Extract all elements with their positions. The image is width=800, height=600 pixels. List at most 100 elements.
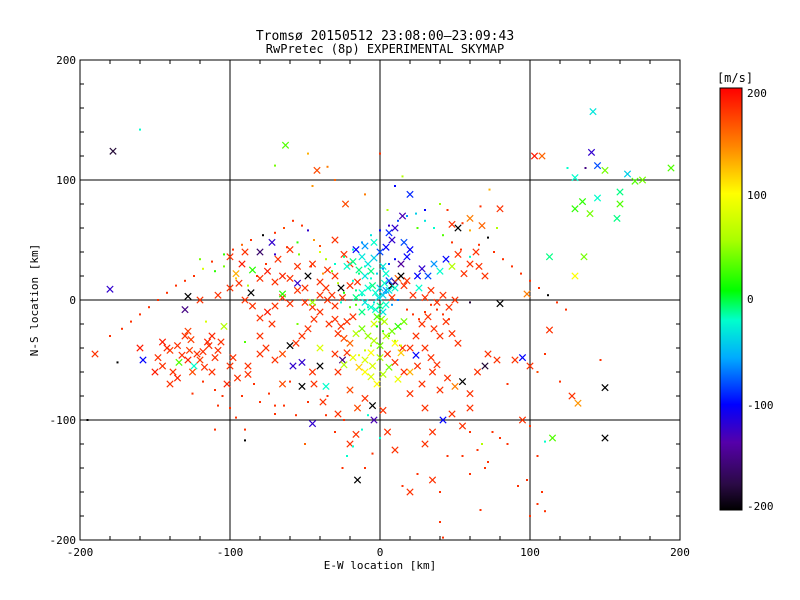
- data-point-x-marker: [406, 389, 414, 398]
- data-point-dot: [484, 467, 486, 469]
- data-point-x-marker: [166, 380, 174, 388]
- data-point-x-marker: [173, 374, 182, 382]
- data-point-x-marker: [380, 279, 389, 287]
- data-point-x-marker: [187, 335, 195, 344]
- data-point-dot: [313, 239, 315, 241]
- data-point-x-marker: [538, 152, 546, 160]
- data-point-x-marker: [400, 238, 408, 247]
- data-point-dot: [191, 392, 194, 395]
- data-point-dot: [448, 318, 450, 321]
- data-point-dot: [491, 431, 494, 433]
- data-point-dot: [364, 265, 366, 268]
- data-point-x-marker: [226, 362, 234, 370]
- data-point-dot: [493, 251, 495, 253]
- data-point-dot: [479, 509, 482, 511]
- data-point-x-marker: [334, 329, 342, 338]
- data-point-dot: [274, 413, 276, 415]
- data-point-dot: [343, 255, 345, 258]
- data-point-x-marker: [256, 314, 264, 322]
- data-point-x-marker: [406, 488, 414, 496]
- data-point-x-marker: [415, 284, 423, 292]
- data-point-dot: [346, 455, 348, 457]
- data-point-x-marker: [496, 299, 504, 308]
- data-point-x-marker: [394, 322, 402, 331]
- data-point-x-marker: [443, 374, 452, 382]
- data-point-dot: [307, 229, 309, 232]
- data-point-x-marker: [352, 245, 360, 254]
- data-point-x-marker: [331, 350, 339, 358]
- data-point-x-marker: [226, 253, 234, 261]
- data-point-dot: [401, 485, 404, 487]
- data-point-dot: [584, 167, 587, 169]
- data-point-x-marker: [376, 302, 384, 310]
- data-point-x-marker: [382, 301, 390, 309]
- data-point-dot: [388, 263, 390, 265]
- data-point-dot: [358, 272, 360, 275]
- data-point-x-marker: [235, 279, 243, 287]
- data-point-x-marker: [151, 368, 159, 376]
- data-point-dot: [268, 392, 270, 395]
- data-point-dot: [343, 419, 345, 421]
- data-point-x-marker: [428, 428, 437, 436]
- data-point-dot: [416, 227, 419, 229]
- data-point-x-marker: [571, 173, 579, 182]
- data-point-x-marker: [418, 320, 426, 328]
- data-point-x-marker: [448, 220, 456, 229]
- data-point-x-marker: [376, 341, 384, 350]
- data-point-x-marker: [371, 305, 380, 314]
- data-point-x-marker: [322, 284, 330, 292]
- data-point-x-marker: [229, 353, 237, 362]
- data-point-dot: [416, 473, 419, 475]
- data-point-x-marker: [587, 148, 596, 157]
- data-point-dot: [394, 339, 396, 342]
- data-point-x-marker: [388, 327, 396, 335]
- data-point-x-marker: [346, 339, 354, 347]
- data-point-dot: [262, 234, 264, 237]
- data-point-x-marker: [496, 205, 504, 213]
- data-point-x-marker: [574, 399, 582, 407]
- data-point-x-marker: [214, 291, 222, 299]
- x-axis-label: E-W location [km]: [324, 559, 437, 572]
- data-point-x-marker: [278, 290, 287, 298]
- data-point-dot: [415, 212, 417, 215]
- y-tick-label: 200: [56, 54, 76, 67]
- data-point-dot: [394, 258, 396, 261]
- data-point-x-marker: [418, 265, 426, 273]
- data-point-x-marker: [316, 291, 324, 299]
- data-point-x-marker: [586, 209, 594, 218]
- data-point-dot: [166, 291, 168, 294]
- data-point-dot: [202, 267, 204, 270]
- data-point-dot: [139, 313, 141, 316]
- data-point-dot: [221, 395, 224, 397]
- data-point-dot: [496, 227, 498, 229]
- data-point-x-marker: [418, 380, 426, 388]
- data-point-x-marker: [667, 164, 675, 172]
- data-point-dot: [358, 354, 360, 357]
- data-point-x-marker: [545, 326, 554, 334]
- data-point-x-marker: [263, 267, 272, 275]
- data-point-x-marker: [370, 337, 378, 345]
- data-point-dot: [469, 229, 471, 232]
- data-point-dot: [397, 219, 399, 222]
- data-point-x-marker: [406, 368, 414, 376]
- data-point-dot: [250, 239, 252, 241]
- data-point-x-marker: [385, 277, 393, 285]
- data-point-x-marker: [361, 242, 369, 250]
- data-point-x-marker: [451, 296, 459, 304]
- data-point-x-marker: [382, 269, 390, 278]
- data-point-x-marker: [263, 308, 272, 316]
- data-point-dot: [565, 308, 567, 311]
- data-point-x-marker: [298, 382, 306, 391]
- data-point-dot: [376, 325, 378, 328]
- data-point-x-marker: [454, 250, 462, 259]
- data-point-x-marker: [346, 281, 354, 290]
- data-point-x-marker: [493, 356, 501, 364]
- data-point-dot: [400, 344, 402, 347]
- data-point-dot: [139, 128, 141, 131]
- data-point-x-marker: [388, 236, 396, 244]
- data-point-x-marker: [631, 177, 639, 185]
- data-point-x-marker: [398, 212, 407, 220]
- data-point-x-marker: [286, 299, 294, 308]
- data-point-dot: [361, 428, 363, 431]
- data-point-dot: [379, 437, 381, 439]
